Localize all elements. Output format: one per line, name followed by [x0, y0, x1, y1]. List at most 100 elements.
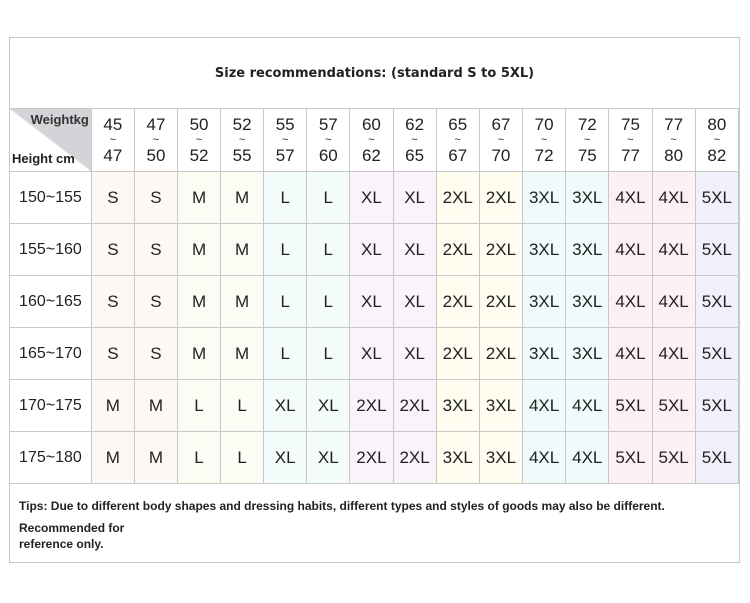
- size-table: Weightkg Height cm 45 ~47 47 ~50 50 ~52 52 ~55 5…: [9, 108, 740, 484]
- height-range: 175~180: [9, 431, 92, 484]
- weight-max: 70: [491, 146, 511, 165]
- size-cell: 4XL: [608, 275, 653, 328]
- size-cell: L: [220, 379, 265, 432]
- size-cell: 3XL: [565, 223, 610, 276]
- size-cell: S: [90, 327, 135, 380]
- size-cell: 2XL: [349, 379, 394, 432]
- size-cell: L: [263, 327, 308, 380]
- height-range: 160~165: [9, 275, 92, 328]
- weight-range: 77 ~80: [653, 115, 695, 165]
- tilde: ~: [281, 134, 289, 146]
- size-cell: 3XL: [522, 223, 567, 276]
- table-row: 175~180 M M L L XL XL 2XL 2XL 3XL 3XL 4XL 4XL 5XL 5XL 5…: [9, 431, 740, 484]
- size-cell: M: [176, 171, 222, 224]
- size-cell: 4XL: [565, 431, 610, 484]
- weight-range: 50 ~52: [178, 115, 220, 165]
- size-cell: 5XL: [608, 431, 653, 484]
- tilde: ~: [713, 134, 721, 146]
- height-range: 165~170: [9, 327, 92, 380]
- size-cell: XL: [306, 379, 351, 432]
- weight-range-header: 55 ~57: [263, 108, 308, 172]
- size-cell: S: [90, 275, 135, 328]
- tilde: ~: [238, 134, 246, 146]
- table-row: 160~165 S S M M L L XL XL 2XL 2XL 3XL 3XL 4XL 4XL 5XL: [9, 275, 740, 328]
- size-cell: 3XL: [522, 327, 567, 380]
- size-cell: XL: [306, 431, 351, 484]
- weight-max: 62: [361, 146, 381, 165]
- weight-range-header: 72 ~75: [565, 108, 610, 172]
- size-cell: 2XL: [435, 171, 480, 224]
- weight-range-header: 80 ~82: [694, 108, 740, 172]
- weight-range: 75 ~77: [609, 115, 651, 165]
- size-cell: 2XL: [435, 223, 480, 276]
- size-cell: 5XL: [694, 223, 740, 276]
- size-cell: 2XL: [478, 275, 524, 328]
- size-cell: XL: [263, 431, 308, 484]
- height-range: 155~160: [9, 223, 92, 276]
- weight-range-header: 50 ~52: [176, 108, 222, 172]
- weight-min: 65: [448, 115, 468, 134]
- size-cell: S: [90, 171, 135, 224]
- table-row: 150~155 S S M M L L XL XL 2XL 2XL 3XL 3XL 4XL 4XL 5XL: [9, 171, 740, 224]
- weight-range: 72 ~75: [566, 115, 608, 165]
- tilde: ~: [325, 134, 332, 146]
- tilde: ~: [368, 134, 375, 146]
- weight-range-header: 70 ~72: [522, 108, 567, 172]
- size-cell: XL: [392, 171, 437, 224]
- weight-min: 55: [275, 115, 295, 134]
- weight-max: 57: [275, 146, 295, 165]
- size-cell: 3XL: [435, 431, 480, 484]
- tips-text: Tips: Due to different body shapes and d…: [19, 499, 665, 513]
- weight-range-header: 77 ~80: [651, 108, 696, 172]
- size-cell: L: [263, 275, 308, 328]
- size-cell: L: [306, 275, 351, 328]
- weight-max: 47: [103, 146, 123, 165]
- weight-min: 80: [707, 115, 727, 134]
- weight-range-header: 45 ~47: [90, 108, 135, 172]
- size-cell: M: [220, 275, 265, 328]
- size-cell: XL: [349, 223, 394, 276]
- tilde: ~: [497, 134, 505, 146]
- size-cell: M: [133, 379, 178, 432]
- size-cell: 5XL: [608, 379, 653, 432]
- size-cell: M: [176, 275, 222, 328]
- weight-min: 45: [103, 115, 123, 134]
- size-cell: 2XL: [392, 379, 437, 432]
- size-cell: 4XL: [522, 379, 567, 432]
- size-cell: 5XL: [694, 431, 740, 484]
- weight-range-header: 60 ~62: [349, 108, 394, 172]
- weight-max: 82: [707, 146, 727, 165]
- size-cell: L: [263, 171, 308, 224]
- tilde: ~: [540, 134, 548, 146]
- size-chart: Size recommendations: (standard S to 5XL…: [9, 37, 740, 563]
- size-cell: M: [176, 327, 222, 380]
- size-cell: 2XL: [478, 223, 524, 276]
- weight-range: 67 ~70: [480, 115, 522, 165]
- weight-max: 72: [534, 146, 554, 165]
- table-row: 155~160 S S M M L L XL XL 2XL 2XL 3XL 3XL 4XL 4XL 5XL: [9, 223, 740, 276]
- size-cell: 4XL: [651, 327, 696, 380]
- weight-min: 75: [620, 115, 640, 134]
- size-cell: 4XL: [608, 171, 653, 224]
- size-cell: 5XL: [651, 431, 696, 484]
- tilde: ~: [627, 134, 634, 146]
- size-cell: 5XL: [694, 327, 740, 380]
- weight-max: 55: [232, 146, 252, 165]
- weight-max: 60: [318, 146, 338, 165]
- size-cell: 5XL: [694, 379, 740, 432]
- weight-max: 50: [146, 146, 166, 165]
- weight-max: 65: [405, 146, 425, 165]
- corner-diagonal: [10, 109, 91, 171]
- size-cell: S: [133, 171, 178, 224]
- size-cell: S: [133, 275, 178, 328]
- size-cell: 4XL: [651, 275, 696, 328]
- size-cell: S: [133, 223, 178, 276]
- size-cell: 3XL: [522, 171, 567, 224]
- corner-cell: Weightkg Height cm: [9, 108, 92, 172]
- size-cell: 2XL: [435, 327, 480, 380]
- size-cell: 2XL: [478, 327, 524, 380]
- size-cell: M: [220, 327, 265, 380]
- size-cell: 2XL: [392, 431, 437, 484]
- size-cell: 3XL: [435, 379, 480, 432]
- reference-note: Recommended for reference only.: [19, 521, 125, 551]
